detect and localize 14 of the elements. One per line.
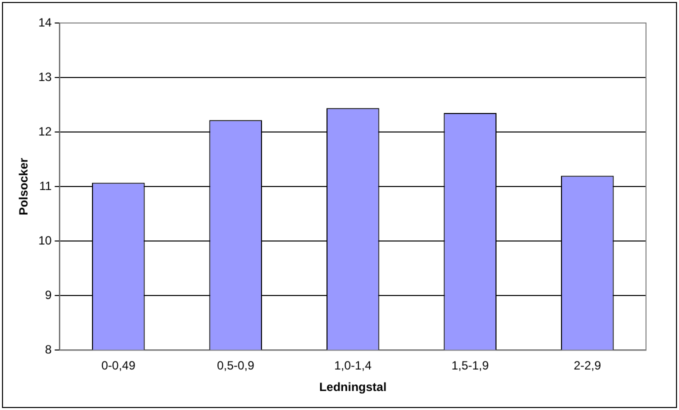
y-tick-label: 11: [39, 178, 52, 193]
y-tick-label: 12: [38, 124, 52, 138]
y-tick-label: 14: [38, 15, 52, 30]
x-tick-label: 0-0,49: [101, 358, 136, 373]
x-tick-label: 2-2,9: [574, 358, 602, 373]
x-tick-label: 1,0-1,4: [334, 358, 372, 373]
y-tick-label: 8: [45, 342, 52, 357]
y-axis-title: Polsocker: [16, 158, 31, 216]
x-tick-label: 0,5-0,9: [216, 358, 255, 373]
y-tick-label: 9: [45, 288, 52, 302]
x-tick-label: 1,5-1,9: [451, 358, 490, 373]
y-tick-label: 13: [38, 70, 52, 84]
y-tick-label: 10: [38, 233, 52, 248]
x-axis-title: Ledningstal: [319, 380, 387, 394]
